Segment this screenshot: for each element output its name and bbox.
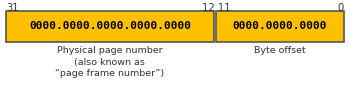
Text: 0000.0000.0000: 0000.0000.0000 bbox=[233, 21, 327, 31]
FancyBboxPatch shape bbox=[6, 10, 214, 42]
Text: 12 11: 12 11 bbox=[202, 3, 231, 13]
FancyBboxPatch shape bbox=[216, 10, 344, 42]
Text: Byte offset: Byte offset bbox=[254, 46, 306, 55]
Text: Physical page number
(also known as
“page frame number”): Physical page number (also known as “pag… bbox=[55, 46, 164, 78]
Text: 0: 0 bbox=[337, 3, 344, 13]
Text: 0000.0000.0000.0000.0000: 0000.0000.0000.0000.0000 bbox=[29, 21, 191, 31]
Text: 31: 31 bbox=[6, 3, 19, 13]
